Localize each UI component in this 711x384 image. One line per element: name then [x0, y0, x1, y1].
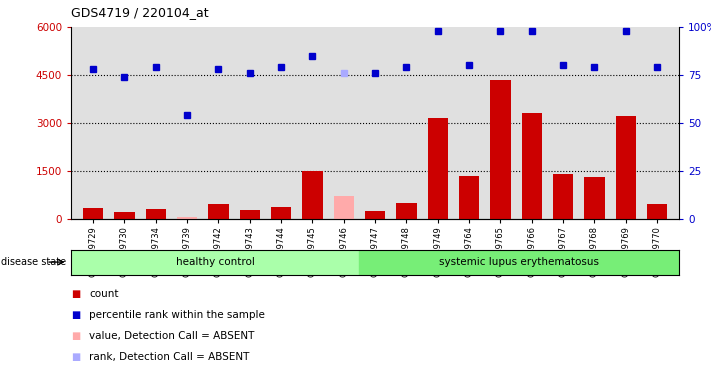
Text: GDS4719 / 220104_at: GDS4719 / 220104_at	[71, 6, 209, 19]
Bar	[359, 250, 679, 275]
Text: ■: ■	[71, 310, 80, 320]
Bar	[271, 207, 292, 219]
Text: ■: ■	[71, 352, 80, 362]
Bar	[333, 197, 354, 219]
Bar	[83, 208, 103, 219]
Bar	[490, 79, 510, 219]
Bar	[396, 203, 417, 219]
Text: rank, Detection Call = ABSENT: rank, Detection Call = ABSENT	[89, 352, 250, 362]
Bar	[522, 113, 542, 219]
Bar	[365, 211, 385, 219]
Text: systemic lupus erythematosus: systemic lupus erythematosus	[439, 257, 599, 267]
Bar	[459, 176, 479, 219]
Text: ■: ■	[71, 331, 80, 341]
Text: value, Detection Call = ABSENT: value, Detection Call = ABSENT	[89, 331, 255, 341]
Bar	[302, 171, 323, 219]
Bar	[208, 204, 228, 219]
Bar	[114, 212, 134, 219]
Bar	[177, 217, 197, 219]
Bar	[71, 250, 359, 275]
Bar	[146, 209, 166, 219]
Bar	[584, 177, 604, 219]
Bar	[427, 118, 448, 219]
Text: ■: ■	[71, 289, 80, 299]
Bar	[240, 210, 260, 219]
Bar	[553, 174, 573, 219]
Text: disease state: disease state	[1, 257, 67, 267]
Bar	[616, 116, 636, 219]
Text: healthy control: healthy control	[176, 257, 255, 267]
Bar	[647, 204, 667, 219]
Text: percentile rank within the sample: percentile rank within the sample	[89, 310, 264, 320]
Text: count: count	[89, 289, 118, 299]
